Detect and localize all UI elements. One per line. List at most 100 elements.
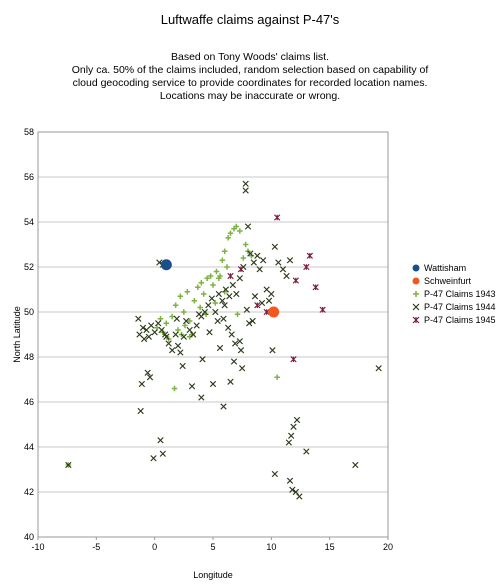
chart-subtitle-line-2: Only ca. 50% of the claims included, ran…: [71, 64, 429, 76]
data-point: [243, 306, 251, 313]
data-point: [168, 347, 176, 354]
legend-label: P-47 Claims 1944: [424, 302, 496, 312]
data-point: [279, 266, 287, 273]
data-point: [215, 290, 223, 298]
data-point: [172, 302, 179, 308]
data-point: [139, 324, 147, 331]
data-point: [210, 282, 216, 288]
data-point: [224, 264, 230, 270]
data-point: [177, 293, 184, 299]
data-point: [221, 248, 228, 254]
data-point: [206, 329, 213, 336]
data-point: [352, 461, 359, 469]
legend-marker: [412, 264, 420, 272]
y-tick-label: 42: [24, 487, 34, 497]
data-point: [150, 455, 157, 462]
data-point: [180, 333, 188, 340]
legend-label: Wattisham: [424, 263, 466, 273]
data-point: [165, 340, 172, 347]
data-point: [182, 322, 188, 329]
data-point: [292, 277, 300, 284]
data-point: [163, 320, 170, 326]
data-point: [273, 214, 281, 221]
data-point: [188, 383, 196, 390]
data-point: [145, 333, 153, 340]
data-point: [303, 448, 310, 455]
data-point: [186, 326, 193, 334]
y-tick-label: 58: [24, 127, 34, 137]
data-point: [275, 259, 282, 266]
data-point: [200, 291, 207, 297]
data-point: [195, 311, 203, 318]
data-point: [250, 259, 258, 266]
data-point: [285, 439, 293, 446]
data-point: [197, 304, 203, 311]
data-point: [137, 407, 144, 415]
y-tick-label: 44: [24, 442, 34, 452]
data-point: [174, 342, 182, 349]
data-point: [231, 340, 239, 347]
x-axis-label: Longitude: [193, 570, 233, 580]
data-point: [220, 315, 227, 322]
data-point: [189, 331, 197, 338]
data-point: [181, 309, 187, 315]
data-point: [229, 281, 237, 289]
legend: Wattisham Schweinfurt P-47 Claims 1943 P-47…: [412, 263, 496, 325]
data-point: [186, 318, 193, 324]
data-point: [209, 380, 217, 388]
chart-subtitle-line-3: cloud geocoding service to provide coord…: [72, 77, 428, 89]
data-point: [227, 272, 234, 280]
data-point: [268, 306, 280, 318]
chart-subtitle-line-4: Locations may be inaccurate or wrong.: [159, 90, 341, 102]
legend-marker: [412, 316, 420, 324]
data-point: [205, 302, 212, 309]
data-point: [217, 273, 223, 279]
data-point: [228, 331, 235, 338]
data-point: [213, 268, 220, 275]
y-tick-label: 40: [24, 532, 34, 542]
data-point: [207, 273, 214, 279]
data-point: [269, 347, 276, 354]
data-point: [249, 317, 256, 325]
data-point: [147, 322, 155, 329]
data-point: [182, 317, 190, 325]
y-tick-label: 46: [24, 397, 34, 407]
data-point: [219, 257, 226, 263]
data-point: [290, 356, 297, 363]
data-point: [138, 380, 146, 388]
data-point: [179, 362, 186, 370]
data-point: [160, 259, 172, 271]
y-tick-label: 50: [24, 307, 34, 317]
data-point: [191, 298, 198, 304]
data-point: [293, 416, 301, 424]
data-point: [237, 266, 245, 273]
x-tick-label: 20: [383, 542, 393, 552]
data-point: [306, 252, 314, 259]
y-tick-label: 54: [24, 217, 34, 227]
data-point: [265, 297, 273, 304]
data-point: [193, 322, 200, 329]
data-point: [221, 302, 228, 309]
gridlines: [38, 131, 388, 538]
data-point: [242, 180, 249, 187]
data-point: [303, 263, 310, 271]
data-point: [238, 365, 246, 372]
y-axis-label: North Latitude: [12, 306, 22, 363]
data-point: [271, 470, 279, 478]
data-point: [237, 228, 243, 234]
y-tick-label: 56: [24, 172, 34, 182]
data-point: [146, 374, 154, 381]
data-point: [236, 275, 244, 282]
chart-title: Luftwaffe claims against P-47's: [160, 12, 340, 27]
data-point: [204, 275, 210, 281]
legend-marker: [412, 277, 420, 285]
data-point: [157, 437, 164, 444]
plot-area: [37, 131, 389, 538]
data-point: [237, 347, 245, 354]
data-point: [289, 486, 296, 493]
x-tick-label: -10: [31, 542, 44, 552]
data-point: [214, 317, 221, 325]
data-point: [242, 241, 249, 248]
data-point: [234, 311, 241, 317]
